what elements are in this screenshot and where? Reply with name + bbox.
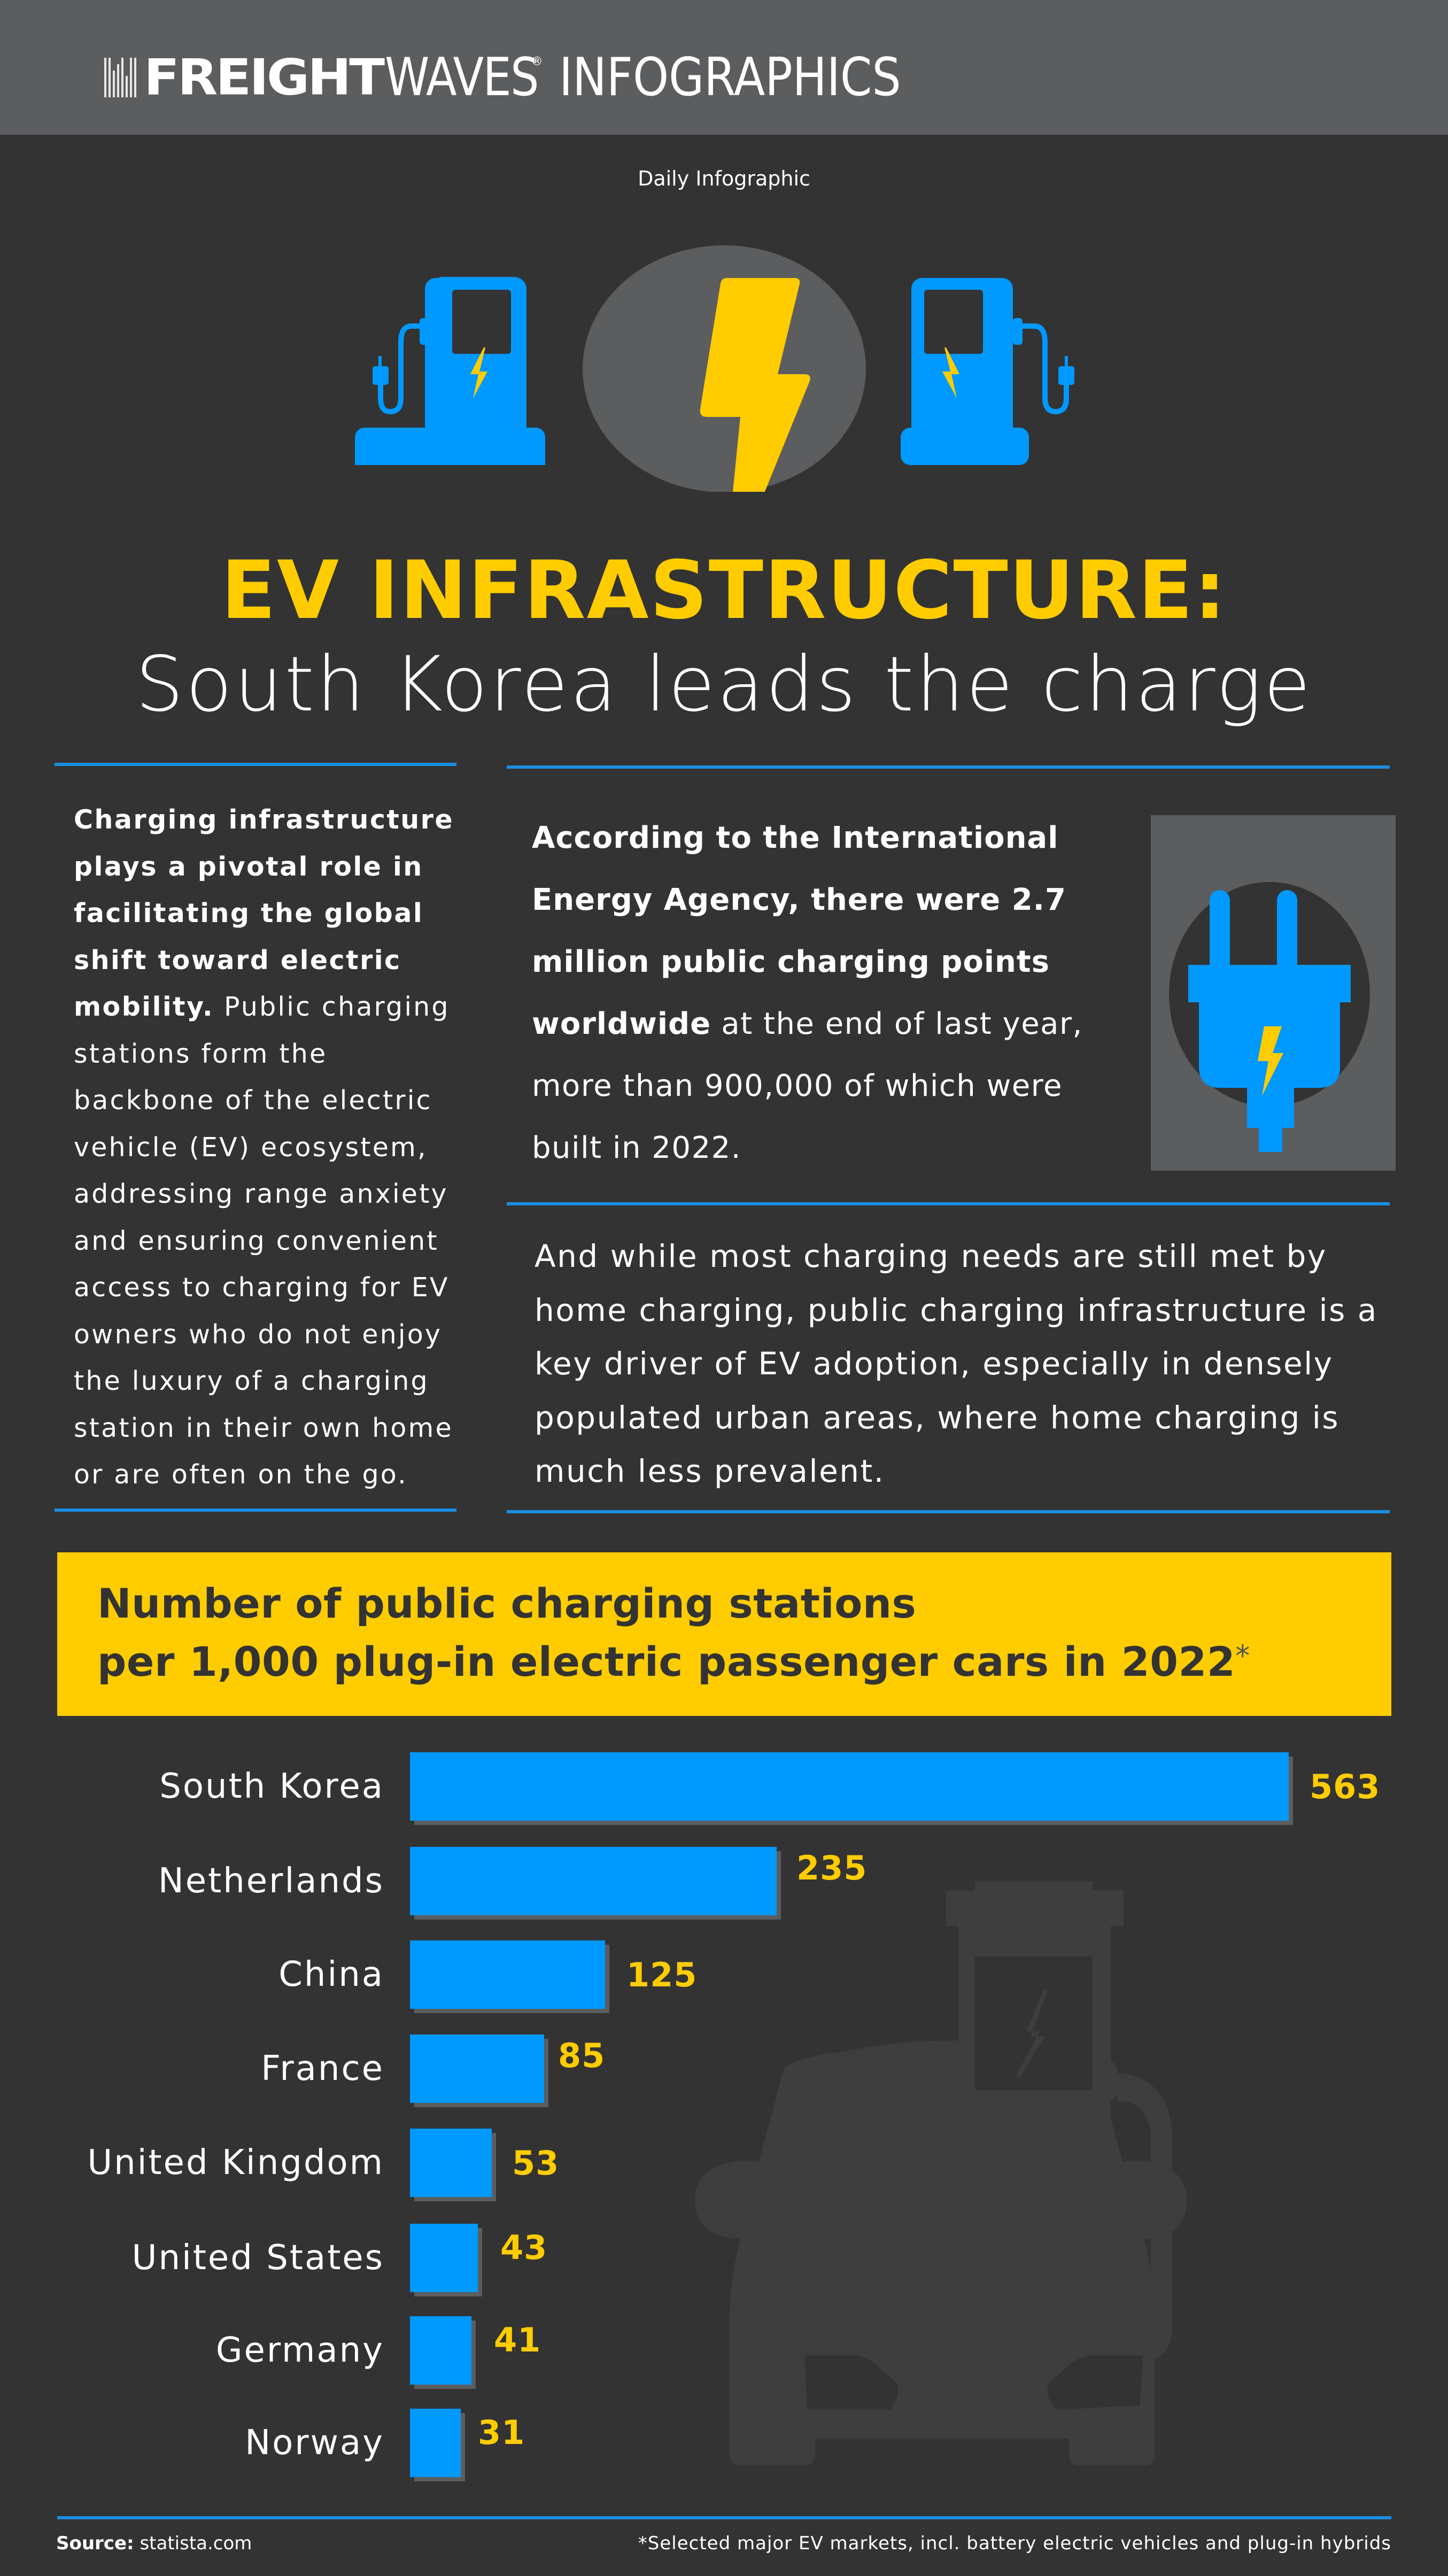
bar-label: China	[278, 1955, 384, 1994]
bar	[410, 2316, 471, 2385]
page-subtitle: South Korea leads the charge	[135, 640, 1313, 729]
kicker: Daily Infographic	[638, 167, 810, 190]
divider	[57, 2516, 1391, 2519]
chart-bar-row: United Kingdom 53	[0, 2129, 1448, 2201]
bar-label: South Korea	[159, 1767, 384, 1806]
bar	[410, 1847, 777, 1915]
brand-header: FREIGHT WAVES ® INFOGRAPHICS	[0, 0, 1448, 135]
footnote-marker: *	[1235, 1639, 1250, 1673]
bar	[410, 1752, 1289, 1821]
divider	[507, 1510, 1390, 1513]
plug-panel	[1151, 815, 1396, 1171]
source-label: Source:	[56, 2533, 134, 2554]
bar-value: 125	[626, 1955, 698, 1994]
chart-title-line-1: Number of public charging stations	[97, 1580, 917, 1627]
logo-bars-icon	[104, 58, 136, 97]
chart-title-banner: Number of public charging stations per 1…	[57, 1552, 1391, 1716]
divider	[507, 765, 1390, 769]
bar-value: 41	[494, 2320, 541, 2360]
bar-value: 235	[796, 1848, 868, 1887]
iea-stat-bold: According to the International Energy Ag…	[532, 821, 1066, 1041]
bar-label: Germany	[215, 2331, 384, 2370]
page-title: EV INFRASTRUCTURE:	[221, 544, 1227, 637]
bar	[410, 2224, 478, 2292]
intro-regular: Public charging stations form the backbo…	[74, 992, 453, 1490]
chart-bar-row: Netherlands 235	[0, 1847, 1448, 1920]
bar-value: 53	[512, 2143, 560, 2183]
bar-label: United States	[131, 2238, 384, 2278]
bar-value: 43	[500, 2227, 548, 2267]
iea-stat-paragraph: According to the International Energy Ag…	[532, 807, 1130, 1179]
hero-icons	[355, 245, 1074, 492]
brand-bold: FREIGHT	[144, 48, 385, 107]
bar-label: Norway	[245, 2423, 384, 2463]
chart-bar-row: South Korea 563	[0, 1752, 1448, 1825]
freightwaves-logo: FREIGHT WAVES ® INFOGRAPHICS	[104, 47, 952, 108]
footnote: *Selected major EV markets, incl. batter…	[638, 2533, 1391, 2554]
lightning-bolt-icon	[942, 347, 959, 398]
intro-bold: Charging infrastructure plays a pivotal …	[74, 804, 454, 1022]
brand-section: INFOGRAPHICS	[559, 47, 901, 108]
divider	[55, 1509, 456, 1512]
source-value: statista.com	[134, 2533, 252, 2554]
bar-label: France	[261, 2049, 384, 2088]
bar	[410, 2035, 544, 2103]
chart-bar-row: Germany 41	[0, 2316, 1448, 2389]
divider	[507, 1202, 1390, 1205]
iea-stat-regular: at the end of last year, more than 900,0…	[532, 1007, 1083, 1165]
bar-label: United Kingdom	[87, 2143, 384, 2183]
intro-paragraph: Charging infrastructure plays a pivotal …	[74, 796, 459, 1498]
chart-bar-row: Norway 31	[0, 2409, 1448, 2481]
chart-title-line-2-text: per 1,000 plug-in electric passenger car…	[97, 1638, 1236, 1685]
bar-value: 85	[558, 2036, 606, 2075]
bar	[410, 2129, 492, 2197]
ev-charger-icon	[355, 277, 545, 465]
divider	[55, 763, 456, 766]
plug-icon	[1169, 882, 1370, 1152]
lightning-bolt-icon	[470, 347, 487, 398]
home-charging-paragraph: And while most charging needs are still …	[535, 1238, 1378, 1489]
car-charging-icon	[695, 1882, 1187, 2465]
registered-mark: ®	[531, 55, 543, 68]
bar-label: Netherlands	[158, 1861, 384, 1901]
chart-bar-row: France 85	[0, 2035, 1448, 2107]
chart-bar-row: China 125	[0, 1940, 1448, 2013]
brand-light: WAVES	[385, 47, 539, 108]
bar-value: 31	[478, 2412, 525, 2452]
chart-title-line-2: per 1,000 plug-in electric passenger car…	[97, 1642, 1250, 1682]
source-credit: Source: statista.com	[56, 2533, 252, 2554]
bar	[410, 1940, 605, 2009]
lightning-bolt-icon	[1258, 1026, 1283, 1096]
bar	[410, 2409, 461, 2477]
chart-bar-row: United States 43	[0, 2224, 1448, 2296]
bar-value: 563	[1310, 1767, 1381, 1806]
lightning-bolt-icon	[700, 278, 810, 492]
